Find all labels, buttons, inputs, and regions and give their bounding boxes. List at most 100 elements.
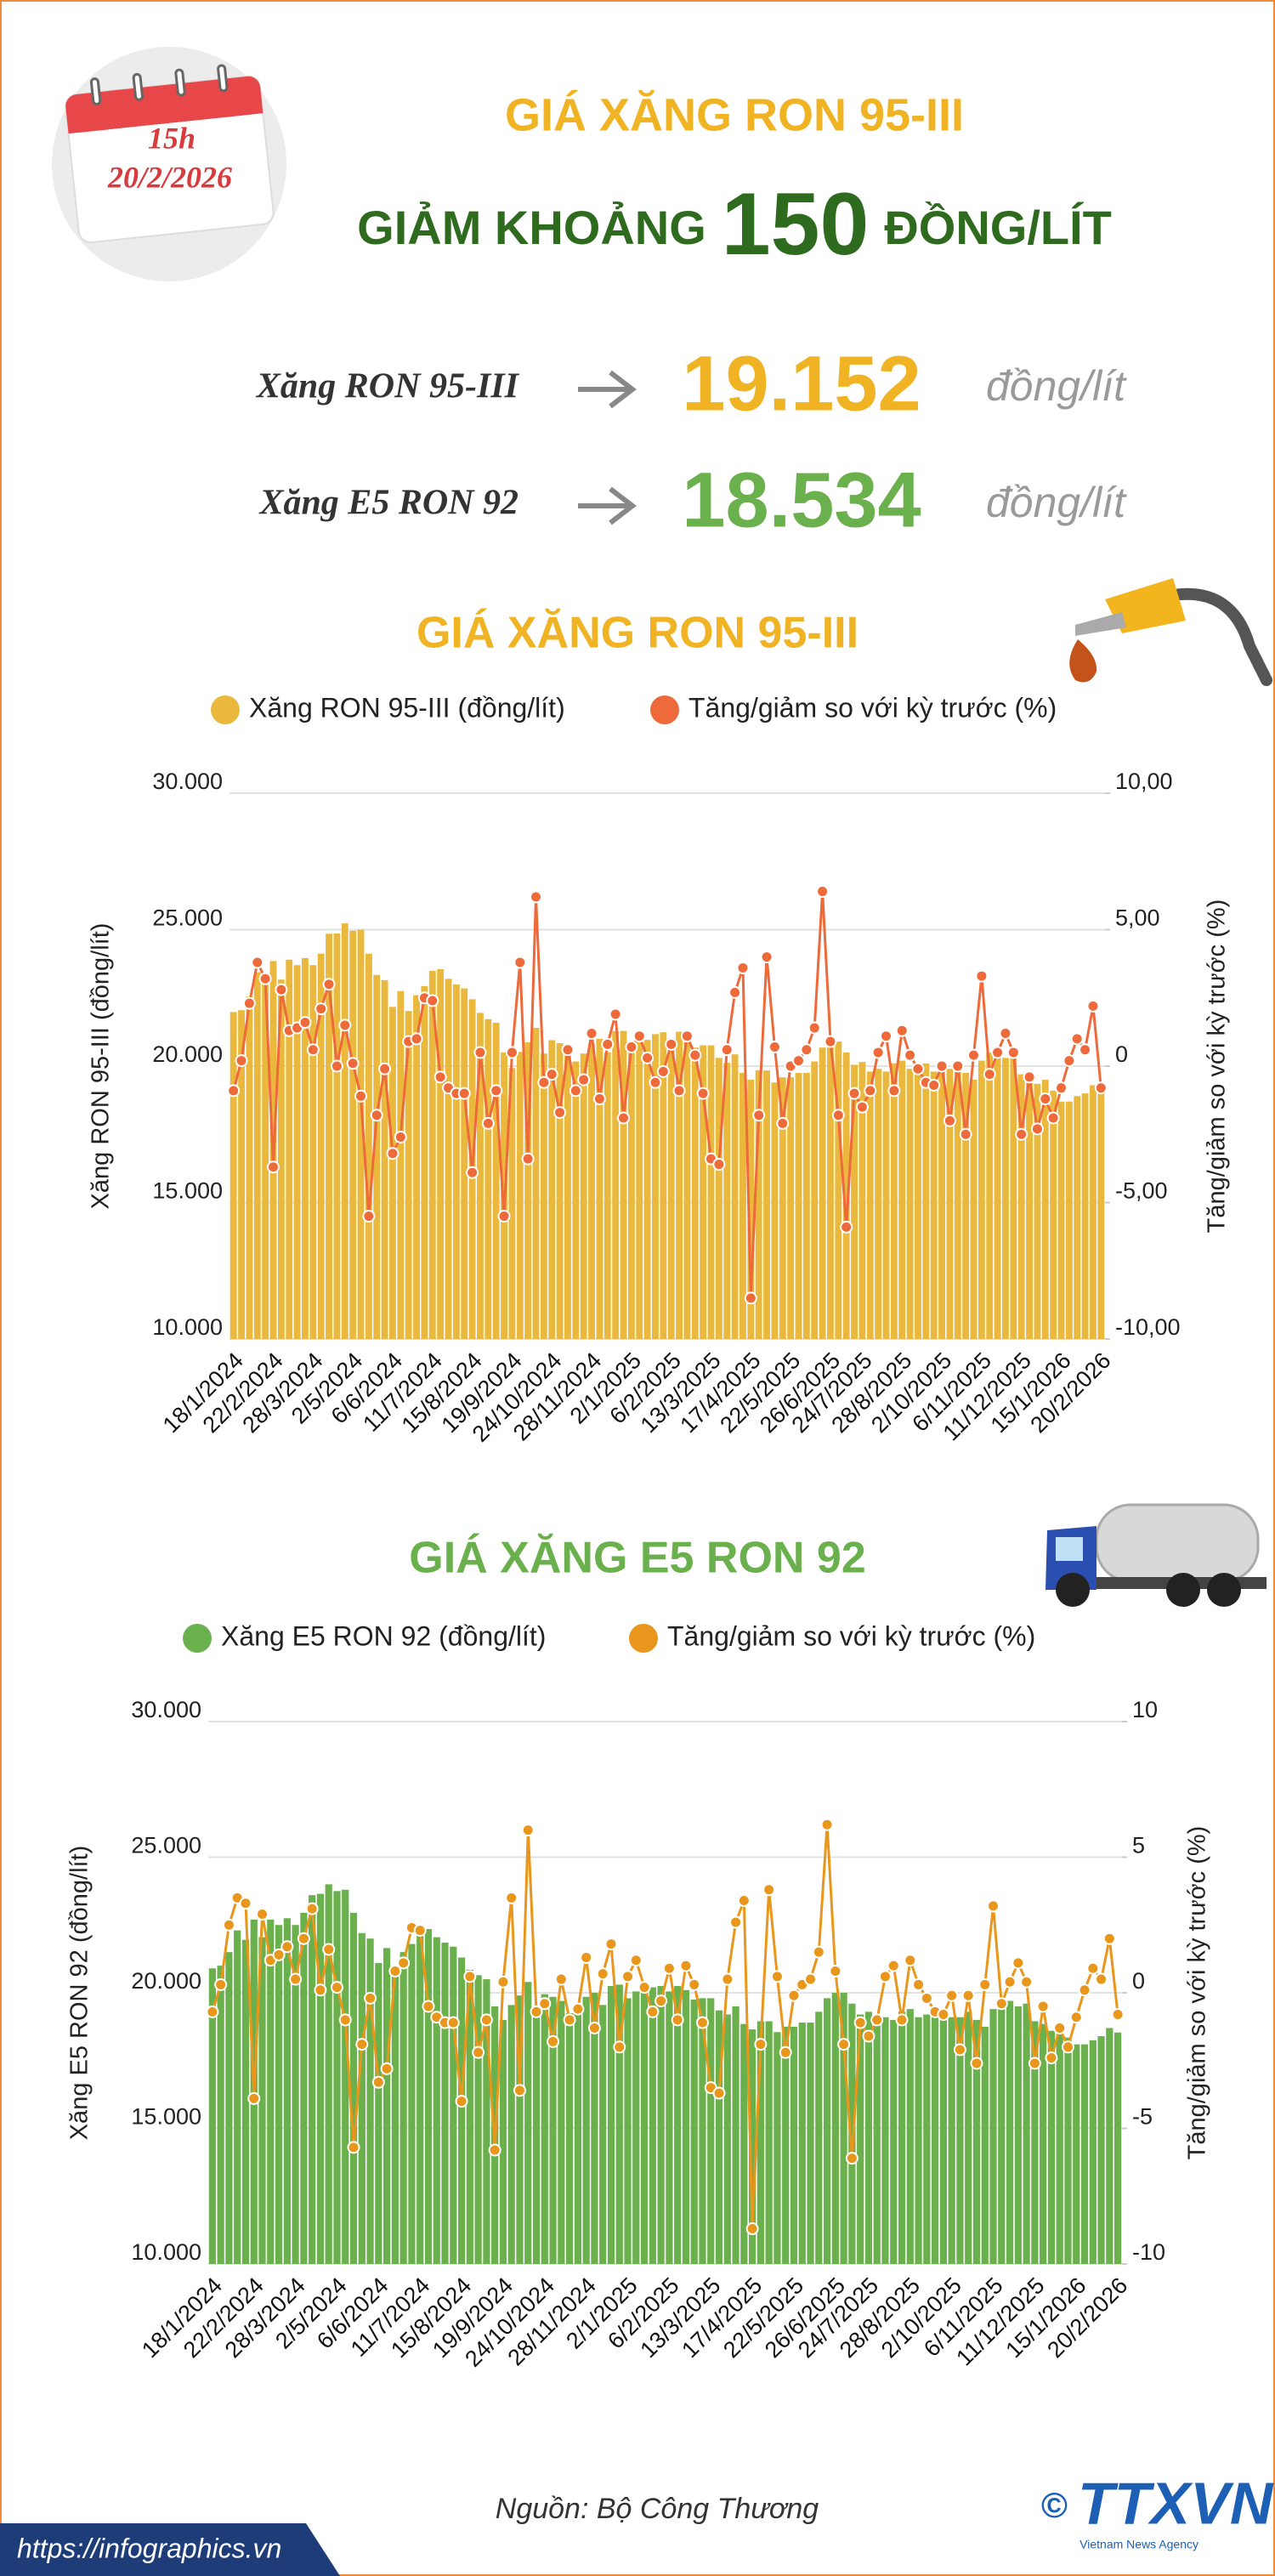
bar <box>317 953 325 1339</box>
bar <box>666 1991 673 2264</box>
bar <box>948 2017 955 2264</box>
bar <box>408 1943 416 2264</box>
bar <box>939 2019 947 2264</box>
bar <box>225 1952 233 2264</box>
line-point <box>937 2008 950 2022</box>
bar <box>782 2026 790 2264</box>
bar <box>604 1052 611 1339</box>
fuel-pump-icon <box>1069 578 1272 686</box>
bar <box>882 1071 890 1339</box>
line-point <box>629 1954 643 1967</box>
y2-tick-label: 5 <box>1132 1833 1145 1858</box>
line-point <box>779 2045 792 2059</box>
y-tick-label: 10.000 <box>131 2239 201 2265</box>
line-point <box>314 1983 327 1997</box>
line-point <box>242 996 256 1010</box>
bar <box>421 985 428 1339</box>
y2-tick-label: 10,00 <box>1115 769 1173 794</box>
price-label: Xăng E5 RON 92 <box>258 484 518 523</box>
bar <box>588 1044 595 1339</box>
bar <box>657 1986 665 2264</box>
footer-url[interactable]: https://infographics.vn <box>17 2533 281 2563</box>
bar <box>566 2012 574 2264</box>
bar <box>906 1069 914 1339</box>
subtitle-prefix: GIẢM KHOẢNG <box>357 201 706 254</box>
bar <box>749 2029 756 2264</box>
bar <box>831 1993 839 2264</box>
line-point <box>880 1030 892 1043</box>
line-point <box>1028 2057 1041 2070</box>
bar <box>898 1060 906 1339</box>
y2-tick-label: 0 <box>1132 1968 1145 1994</box>
line-point <box>760 950 774 964</box>
bar <box>858 1062 866 1339</box>
bar <box>267 1919 275 2264</box>
line-point <box>729 1915 743 1929</box>
line-point <box>330 1981 343 1994</box>
bar <box>286 959 293 1339</box>
subtitle-suffix: ĐỒNG/LÍT <box>884 201 1112 254</box>
y-tick-label: 25.000 <box>131 1833 201 1858</box>
bar <box>649 1987 656 2264</box>
bar <box>413 995 420 1339</box>
bar <box>612 1030 620 1339</box>
y-tick-label: 20.000 <box>131 1968 201 1994</box>
bar <box>700 1045 707 1339</box>
bar <box>994 1052 1001 1339</box>
bar <box>823 1998 831 2264</box>
line-point <box>1030 1122 1044 1136</box>
line-point <box>1045 2051 1058 2065</box>
line-point <box>912 1977 926 1991</box>
bar <box>866 1071 874 1339</box>
bar <box>763 1070 770 1339</box>
line-point <box>571 2002 585 2016</box>
legend-label: Xăng E5 RON 92 (đồng/lít) <box>221 1620 546 1651</box>
bar <box>574 2006 581 2264</box>
line-point <box>953 2043 966 2057</box>
bar <box>881 2017 889 2264</box>
bar <box>851 1064 858 1339</box>
line-point <box>362 1210 376 1223</box>
bar <box>627 1046 635 1339</box>
y-axis-title: Xăng E5 RON 92 (đồng/lít) <box>66 1846 94 2141</box>
legend-label: Tăng/giảm so với kỳ trước (%) <box>688 692 1057 723</box>
line-point <box>479 2013 493 2027</box>
bar <box>807 2023 814 2264</box>
bar <box>428 970 436 1339</box>
y-tick-label: 20.000 <box>152 1041 223 1067</box>
line-point <box>577 1073 591 1087</box>
bar <box>652 1034 659 1339</box>
line-point <box>247 2091 261 2105</box>
bar <box>477 1013 484 1339</box>
line-point <box>413 1924 427 1938</box>
calendar-time: 15h <box>148 121 196 155</box>
bar <box>1057 1101 1065 1339</box>
bar <box>731 1054 739 1339</box>
bar <box>1034 1083 1041 1339</box>
bar <box>558 2000 565 2264</box>
line <box>232 891 1102 1298</box>
line-point <box>1006 1046 1020 1059</box>
bar <box>441 1942 449 2264</box>
bar <box>954 1063 961 1339</box>
line-point <box>346 1057 360 1070</box>
line-point <box>410 1032 423 1046</box>
line-point <box>662 1961 676 1975</box>
bar <box>922 1063 930 1339</box>
y-tick-label: 10.000 <box>152 1314 223 1340</box>
line-point <box>895 1024 909 1037</box>
line-point <box>1086 1961 1100 1975</box>
line-point <box>1079 1043 1092 1057</box>
y-tick-label: 15.000 <box>131 2104 201 2130</box>
bar <box>747 1080 755 1339</box>
line-point <box>490 1084 503 1098</box>
line-point <box>895 2013 909 2027</box>
line-point <box>601 1037 615 1051</box>
line-point <box>497 1210 511 1223</box>
line-point <box>987 1899 1000 1913</box>
line-point <box>488 2143 502 2157</box>
bar <box>674 1986 682 2264</box>
line-point <box>513 2084 526 2097</box>
bar <box>230 1012 237 1339</box>
